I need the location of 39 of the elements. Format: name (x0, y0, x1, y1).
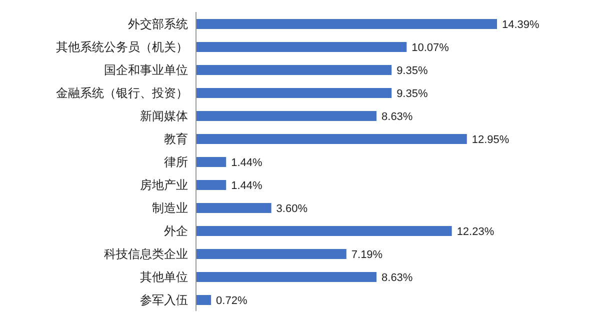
data-label: 9.35% (396, 88, 428, 100)
bar (196, 157, 226, 167)
data-label: 9.35% (396, 64, 428, 77)
bar (196, 180, 226, 190)
data-label: 1.44% (231, 180, 263, 192)
bar (196, 249, 346, 259)
y-tick-label: 外企 (164, 224, 188, 238)
data-label: 12.95% (472, 134, 510, 146)
data-label: 14.39% (502, 18, 540, 31)
data-label: 0.72% (216, 294, 248, 307)
data-label: 8.63% (382, 272, 413, 284)
bar (196, 272, 377, 282)
bar (196, 295, 212, 305)
y-tick-label: 教育 (164, 132, 188, 146)
y-tick-label: 参军入伍 (140, 292, 188, 307)
y-tick-label: 房地产业 (140, 178, 188, 192)
bar (196, 134, 467, 144)
bar (196, 65, 392, 75)
bar (196, 88, 392, 98)
y-tick-label: 制造业 (152, 200, 188, 215)
data-label: 3.60% (276, 202, 308, 215)
data-label: 8.63% (382, 110, 413, 123)
bar (196, 111, 377, 121)
y-tick-label: 新闻媒体 (140, 108, 188, 123)
y-tick-label: 外交部系统 (128, 16, 188, 31)
y-tick-label: 其他系统公务员（机关） (56, 40, 188, 54)
bar (196, 226, 452, 236)
y-tick-label: 金融系统（银行、投资） (56, 86, 188, 100)
y-tick-label: 其他单位 (140, 270, 188, 284)
data-label: 1.44% (231, 156, 263, 169)
y-tick-label: 科技信息类企业 (104, 246, 188, 261)
data-label: 7.19% (351, 248, 383, 261)
data-label: 12.23% (456, 226, 494, 238)
bar (196, 19, 497, 29)
y-tick-label: 国企和事业单位 (104, 62, 188, 77)
bar (196, 203, 272, 213)
y-tick-label: 律所 (164, 154, 188, 169)
data-label: 10.07% (412, 42, 450, 54)
bar (196, 42, 407, 52)
